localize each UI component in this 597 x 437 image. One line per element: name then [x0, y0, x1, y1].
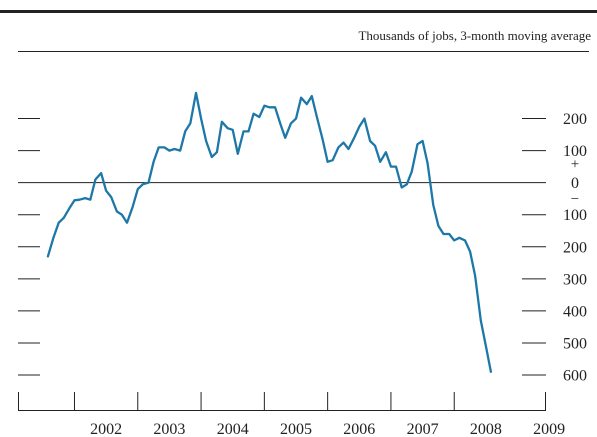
left-axis-ticks	[18, 118, 40, 376]
x-tick-label: 2002	[90, 421, 122, 437]
y-tick-label: 0	[571, 175, 579, 192]
y-tick-label: 200	[563, 111, 587, 128]
x-tick-label: 2004	[217, 421, 249, 437]
minus-sign: −	[571, 192, 579, 208]
x-tick-label: 2005	[280, 421, 312, 437]
x-tick-label: 2007	[407, 421, 439, 437]
y-tick-label: 200	[563, 239, 587, 256]
y-tick-label: 600	[563, 368, 587, 385]
x-tick-label: 2008	[470, 421, 502, 437]
x-axis-labels: 2002 2003 2004 2005 2006 2007 2008 2009	[90, 421, 565, 437]
plus-sign: +	[571, 157, 579, 173]
right-axis-ticks	[522, 118, 546, 376]
y-tick-label: 300	[563, 271, 587, 288]
x-tick-label: 2009	[533, 421, 565, 437]
unit-label: Thousands of jobs, 3-month moving averag…	[358, 28, 591, 43]
y-tick-label: 400	[563, 303, 587, 320]
y-axis-labels: 200 100 0 100 200 300 400 500 600	[563, 111, 587, 384]
y-tick-label: 100	[563, 143, 587, 160]
y-tick-label: 100	[563, 207, 587, 224]
x-tick-label: 2006	[343, 421, 375, 437]
x-axis-ticks	[18, 392, 546, 411]
x-tick-label: 2003	[153, 421, 185, 437]
series-line	[46, 91, 493, 373]
y-tick-label: 500	[563, 335, 587, 352]
